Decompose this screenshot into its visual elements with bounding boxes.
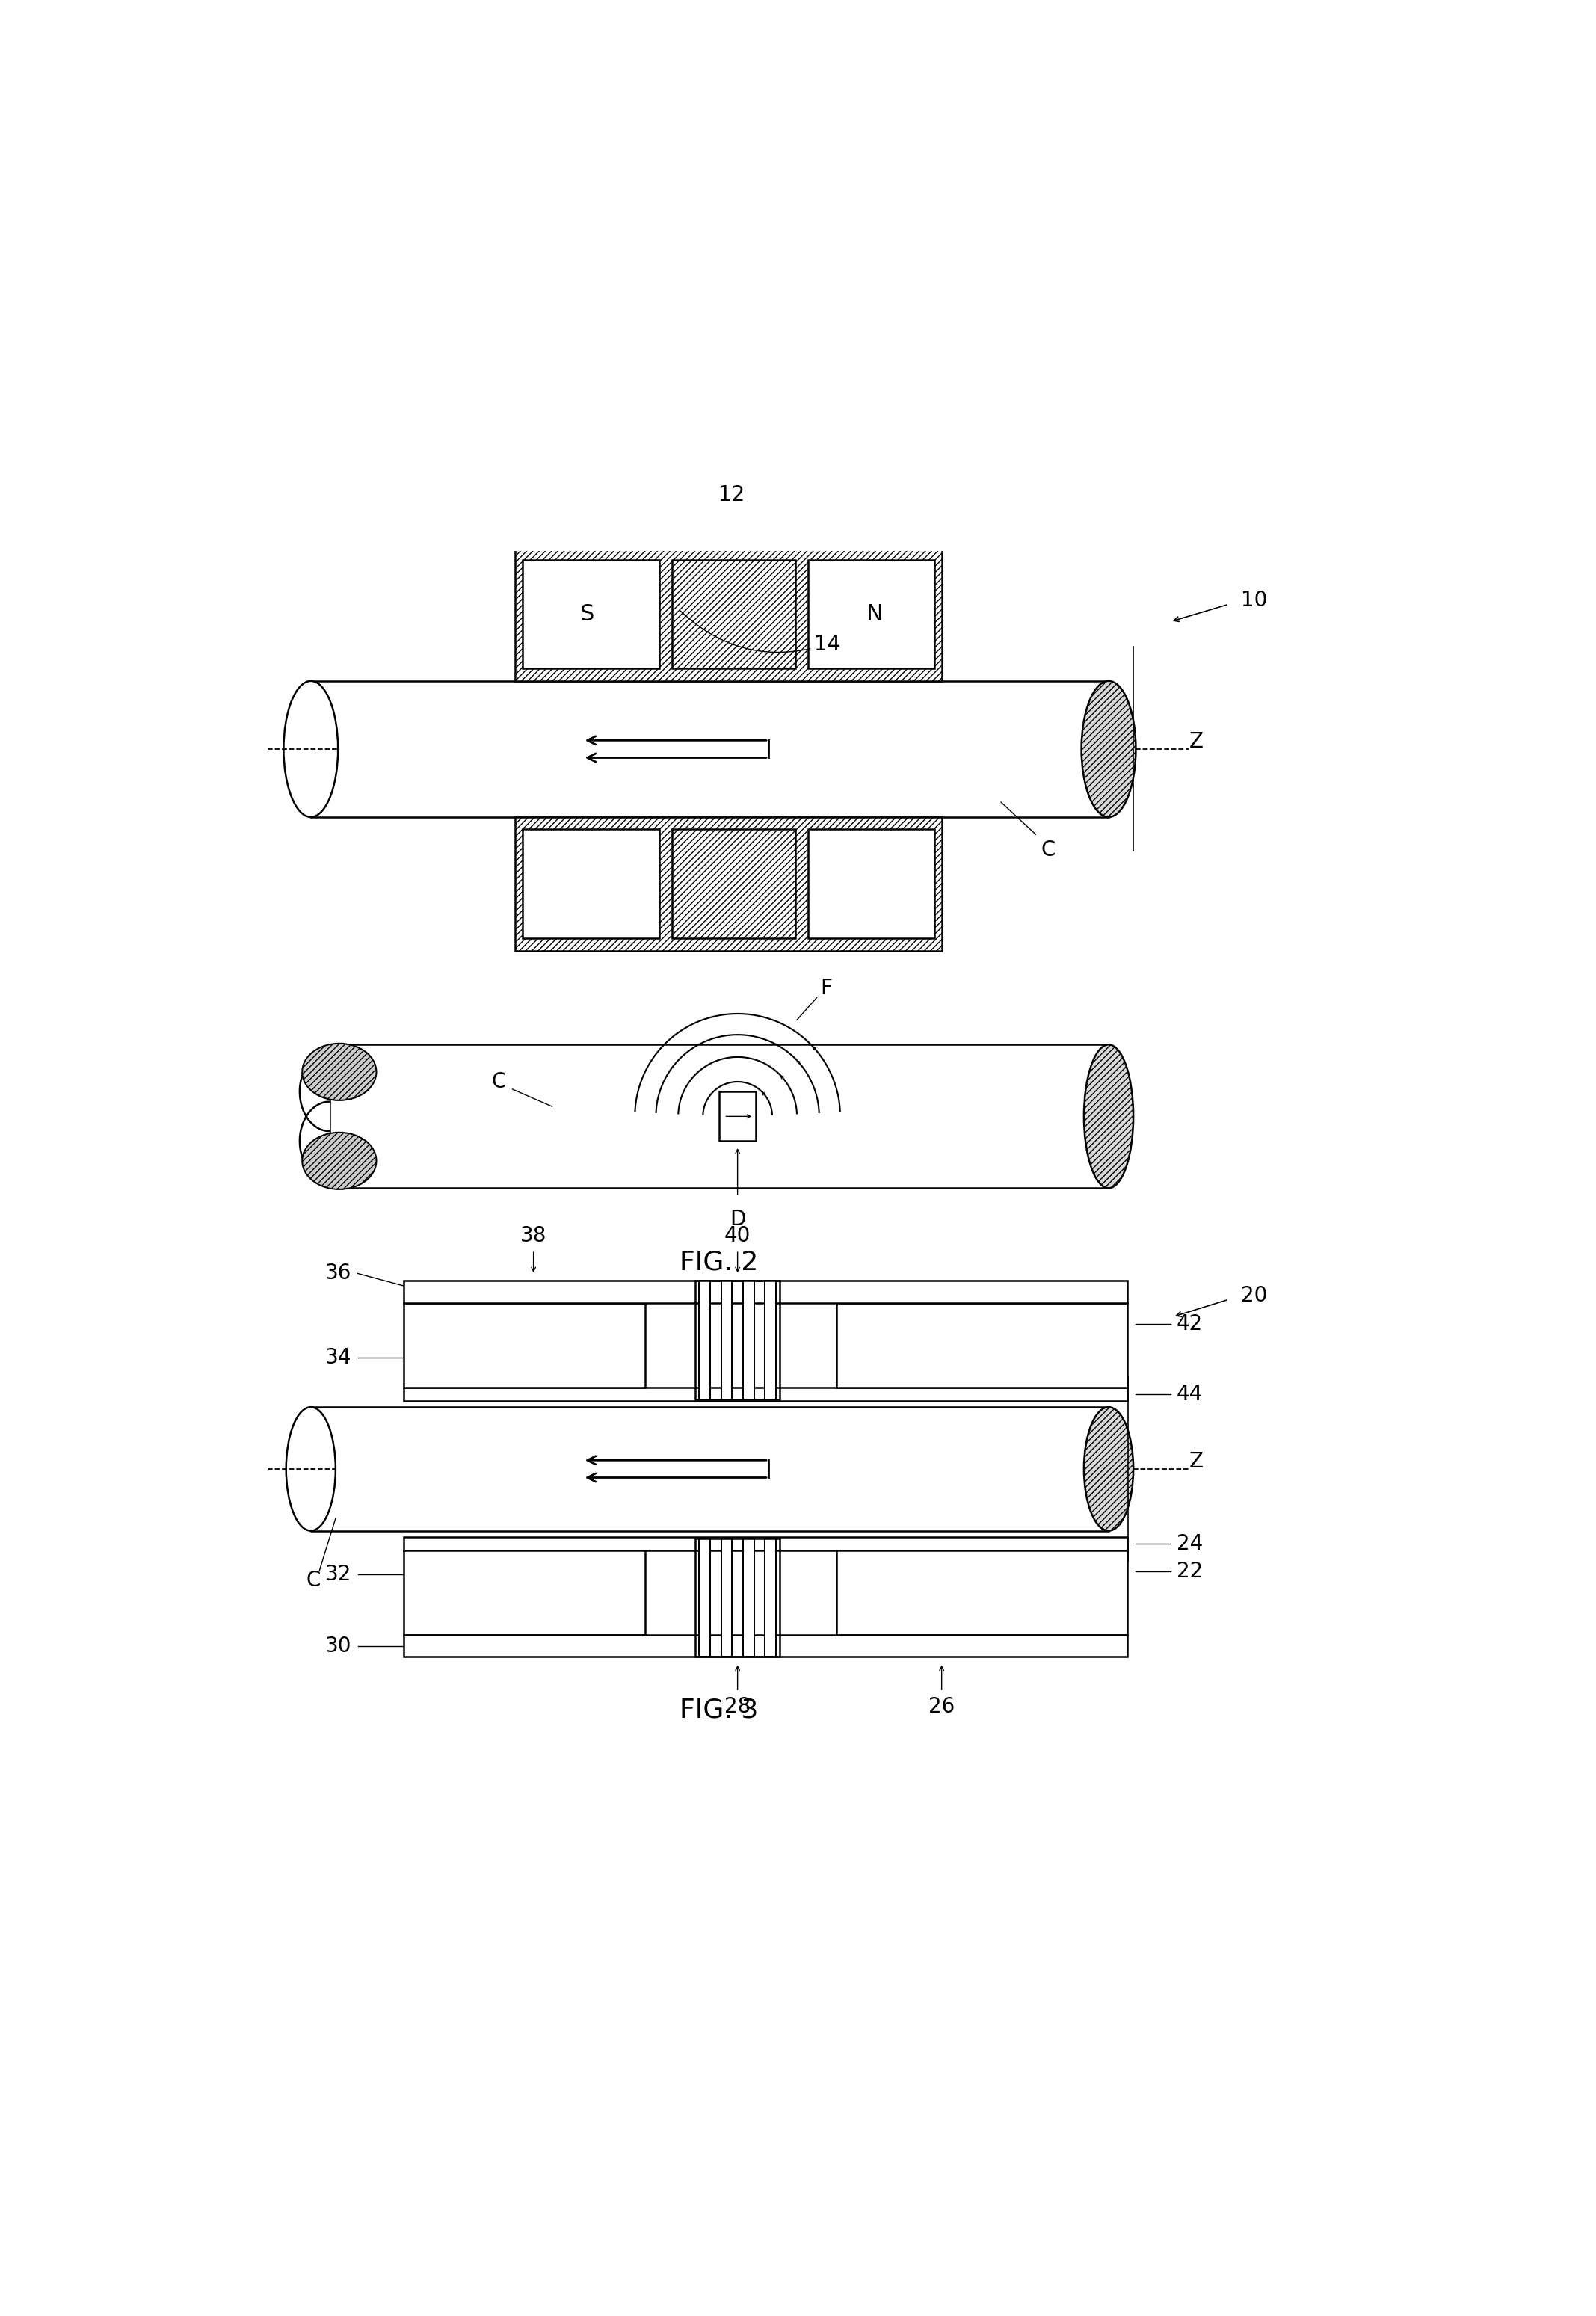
Bar: [404, 1635, 1127, 1656]
Text: F: F: [820, 977, 833, 998]
Ellipse shape: [302, 1045, 377, 1100]
Bar: [672, 560, 796, 669]
Ellipse shape: [1082, 681, 1136, 818]
Bar: [721, 1538, 733, 1656]
Bar: [744, 1281, 753, 1399]
Bar: [522, 829, 659, 938]
Bar: [522, 560, 659, 669]
Text: 20: 20: [1242, 1285, 1267, 1306]
Polygon shape: [300, 1102, 329, 1181]
Text: C: C: [1041, 838, 1055, 859]
Text: 14: 14: [680, 609, 841, 655]
Ellipse shape: [302, 1133, 377, 1190]
Bar: [764, 1538, 776, 1656]
Bar: [672, 829, 796, 938]
Bar: [744, 1538, 753, 1656]
Text: 12: 12: [718, 484, 745, 505]
Bar: [808, 560, 934, 669]
Bar: [329, 1045, 1109, 1188]
Text: C: C: [306, 1570, 321, 1591]
Text: 22: 22: [1176, 1561, 1203, 1582]
Polygon shape: [300, 1051, 329, 1130]
Text: Z: Z: [1189, 1452, 1203, 1473]
Ellipse shape: [284, 681, 338, 818]
Bar: [721, 1281, 733, 1399]
Text: FIG. 3: FIG. 3: [680, 1698, 758, 1723]
Bar: [404, 1304, 645, 1387]
Text: Z: Z: [1189, 732, 1203, 753]
Text: 34: 34: [326, 1348, 351, 1369]
Bar: [836, 1552, 1127, 1635]
Text: N: N: [867, 604, 883, 625]
Text: 28: 28: [725, 1698, 750, 1718]
Text: 42: 42: [1176, 1313, 1203, 1334]
Text: S: S: [579, 604, 594, 625]
Bar: [718, 1091, 757, 1142]
Text: 36: 36: [326, 1262, 351, 1283]
Bar: [516, 547, 942, 681]
Bar: [311, 681, 1109, 818]
Text: 44: 44: [1176, 1383, 1203, 1403]
Bar: [699, 1281, 710, 1399]
Ellipse shape: [286, 1408, 335, 1531]
Text: C: C: [492, 1072, 506, 1093]
Bar: [696, 1281, 779, 1399]
Text: 24: 24: [1176, 1533, 1203, 1554]
Bar: [516, 818, 942, 950]
Text: 26: 26: [929, 1698, 954, 1718]
Bar: [699, 1538, 710, 1656]
Text: FIG. 1: FIG. 1: [680, 915, 758, 940]
Bar: [311, 1408, 1109, 1531]
Text: 40: 40: [725, 1225, 750, 1246]
Bar: [836, 1304, 1127, 1387]
Bar: [404, 1538, 1127, 1552]
Bar: [404, 1552, 645, 1635]
Text: 32: 32: [326, 1563, 351, 1584]
Ellipse shape: [1084, 1408, 1133, 1531]
Bar: [808, 829, 934, 938]
Text: FIG. 2: FIG. 2: [680, 1251, 758, 1276]
Text: 30: 30: [326, 1635, 351, 1656]
Text: 10: 10: [1242, 591, 1267, 611]
Text: 38: 38: [520, 1225, 547, 1246]
Bar: [764, 1281, 776, 1399]
Ellipse shape: [1084, 1045, 1133, 1188]
Bar: [404, 1281, 1127, 1304]
Bar: [696, 1538, 779, 1656]
Text: D: D: [729, 1209, 745, 1230]
Bar: [404, 1387, 1127, 1401]
